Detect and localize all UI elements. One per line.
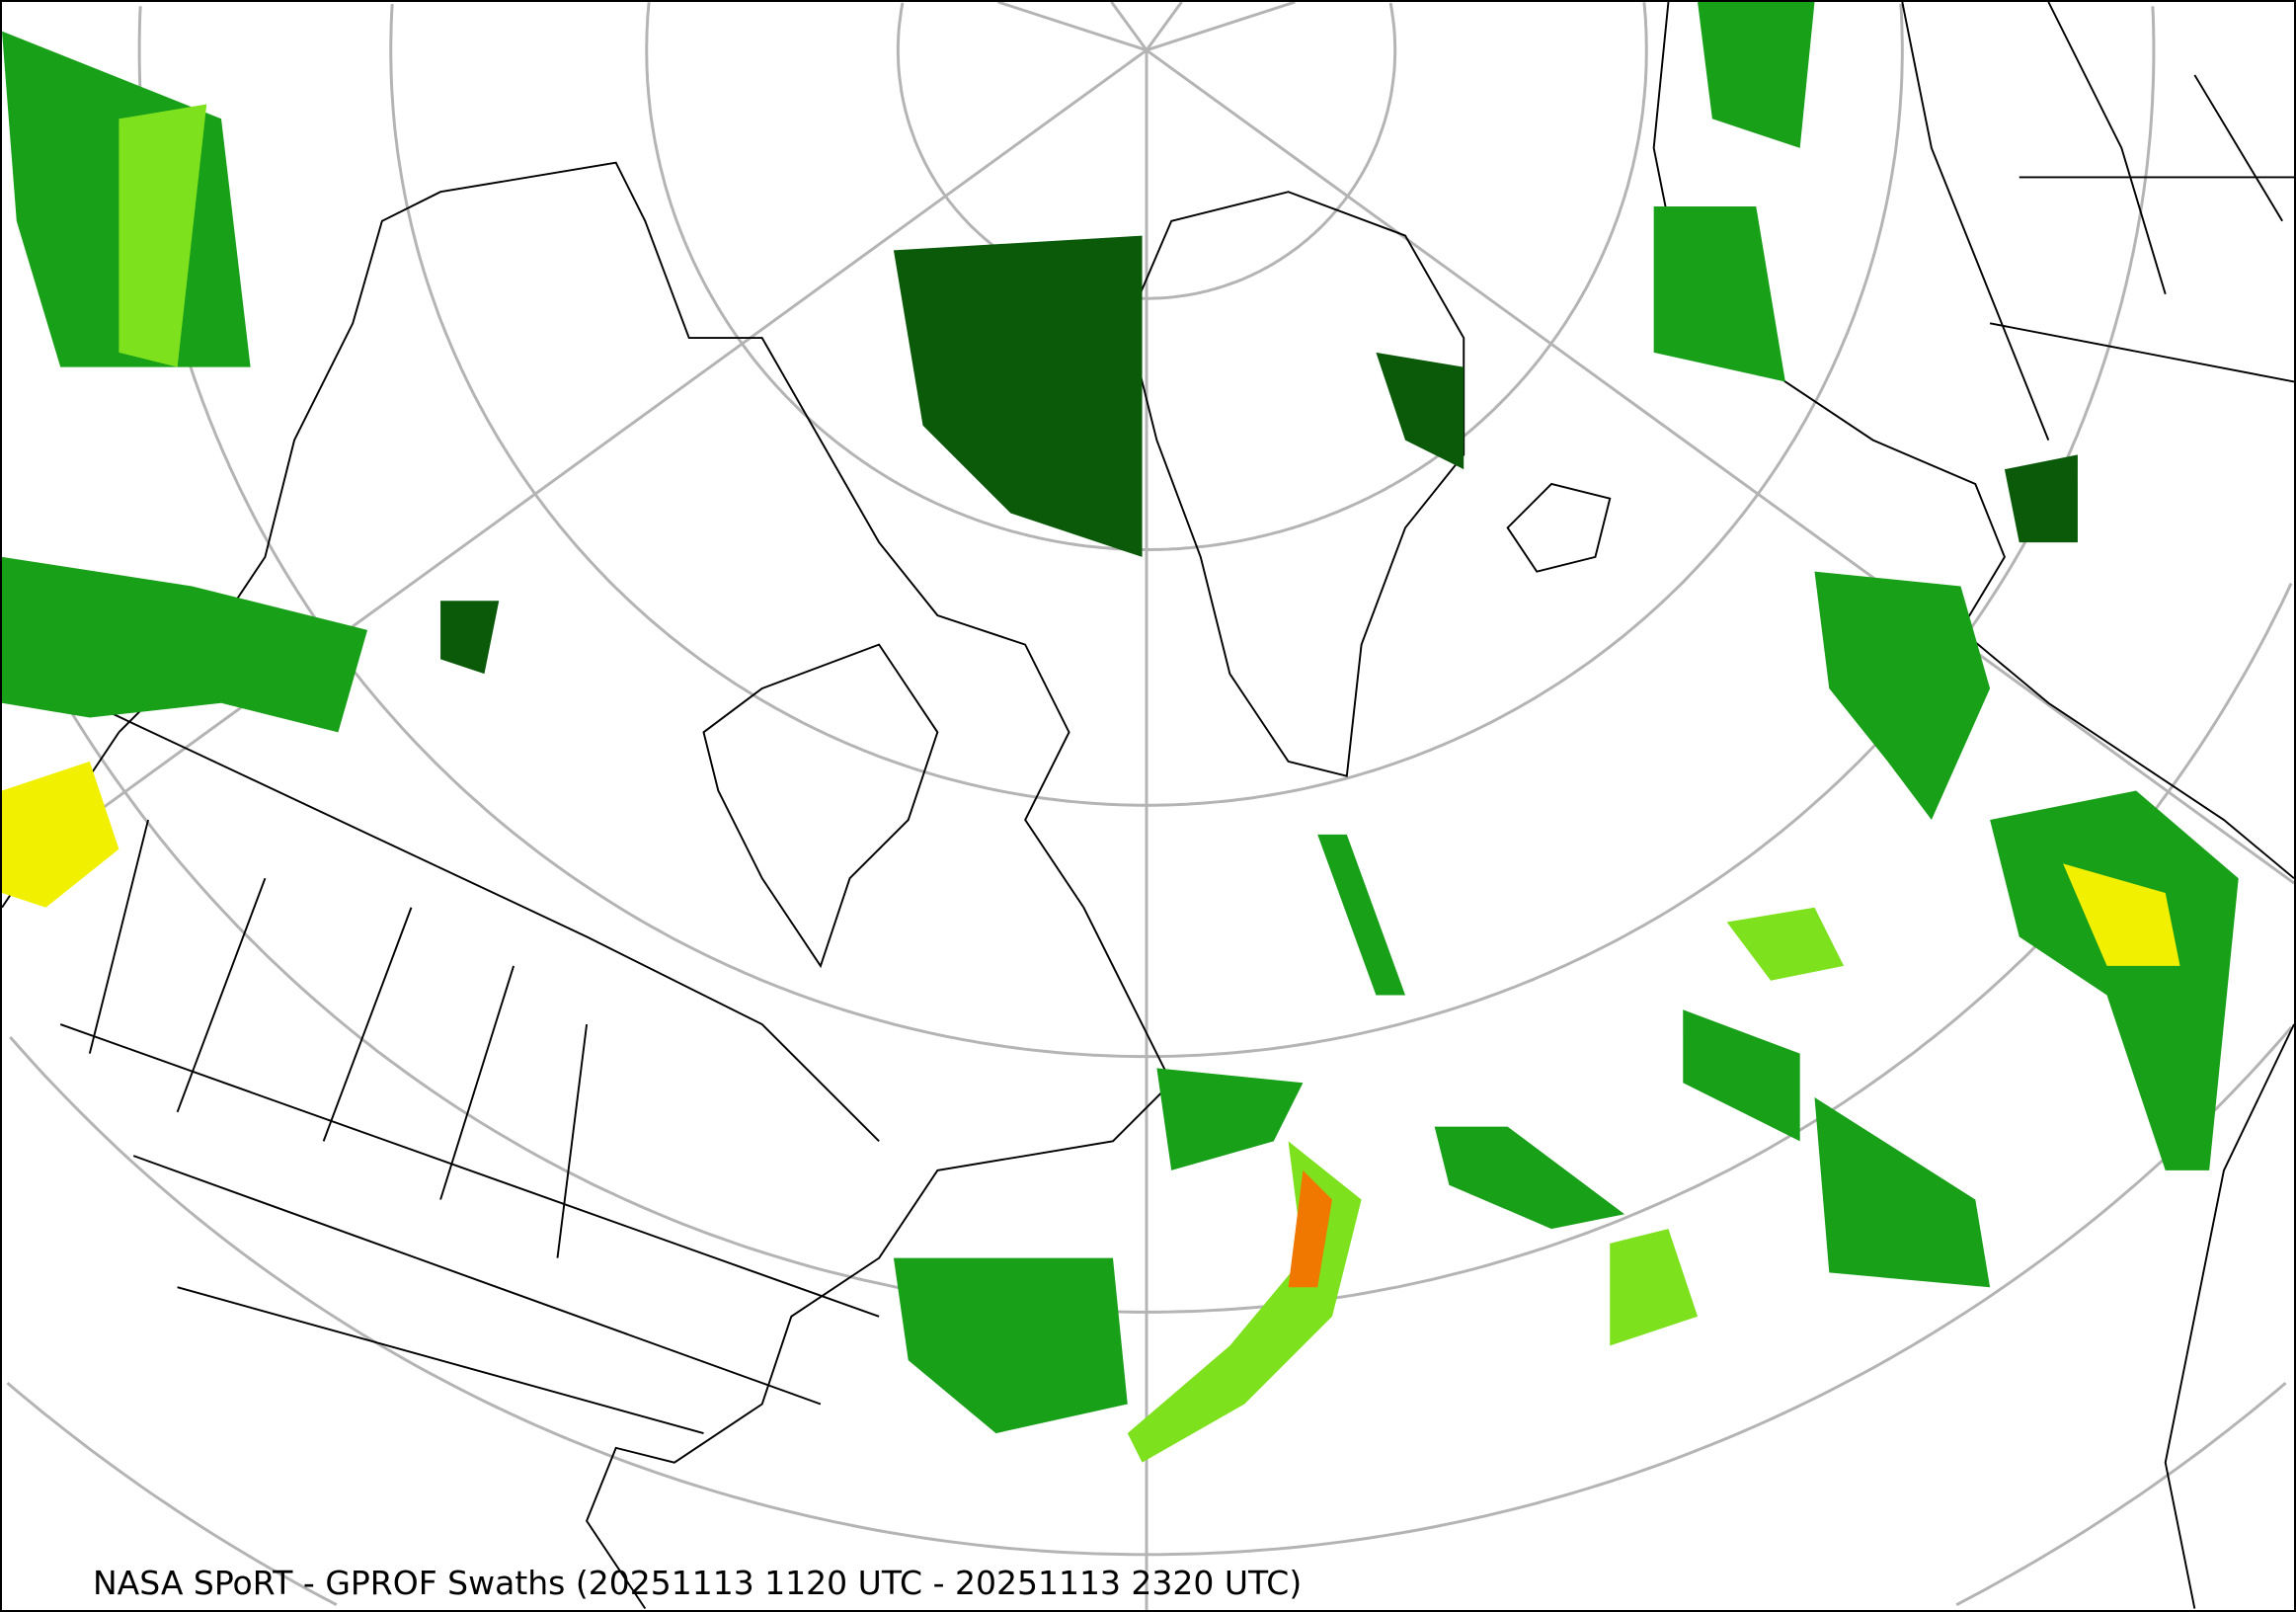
- meridian-line: [997, 2, 1148, 52]
- state-lines: [59, 819, 880, 1435]
- precip-area-moderate: [1317, 834, 1406, 996]
- latitude-circle: [137, 6, 2156, 1059]
- precip-area-moderate: [2, 556, 368, 733]
- latitude-circle: [6, 1381, 2287, 1606]
- meridian-line: [1110, 2, 1148, 51]
- greenland-coast: [1126, 191, 1465, 777]
- precip-area-very-heavy: [2063, 863, 2180, 966]
- meridian-line: [1145, 2, 1183, 51]
- precip-area-heavy: [119, 104, 207, 367]
- precip-area-moderate: [1698, 2, 1815, 148]
- precip-area-light: [1376, 352, 1465, 470]
- precip-area-heavy: [1726, 907, 1845, 981]
- latitude-circle: [389, 3, 1904, 807]
- precip-area-moderate: [1814, 571, 1991, 821]
- precip-area-heavy: [1610, 1229, 1699, 1346]
- iceland-coast: [1506, 482, 1612, 573]
- hudson-bay: [702, 643, 939, 969]
- precip-area-light: [440, 601, 500, 675]
- meridian-line: [1146, 2, 1296, 52]
- africa-coast: [2164, 1023, 2294, 1609]
- precip-area-light: [893, 235, 1143, 557]
- map-caption: NASA SPoRT - GPROF Swaths (20251113 1120…: [93, 1564, 1303, 1602]
- precipitation-swaths: [2, 2, 2239, 1463]
- meridian-line: [2, 48, 1148, 883]
- precip-area-very-heavy: [2, 761, 119, 908]
- precip-area-moderate: [1156, 1068, 1304, 1170]
- us-canada-border: [89, 701, 880, 1143]
- latitude-circle: [9, 1025, 2293, 1557]
- europe-borders: [1901, 2, 2294, 441]
- precip-area-light: [2004, 454, 2078, 543]
- precip-area-moderate: [1683, 1009, 1800, 1142]
- precip-area-heavy: [1127, 1141, 1362, 1463]
- precip-area-moderate: [1434, 1126, 1625, 1230]
- precip-area-moderate: [1653, 206, 1785, 382]
- meridian-line: [1146, 48, 2294, 885]
- latitude-circle: [5, 583, 2293, 1314]
- precip-area-moderate: [893, 1257, 1128, 1434]
- north-america-coast: [2, 161, 1173, 1610]
- precip-area-extreme: [1288, 1169, 1333, 1288]
- precip-area-moderate: [1990, 790, 2239, 1170]
- precip-area-moderate: [1814, 1096, 1991, 1288]
